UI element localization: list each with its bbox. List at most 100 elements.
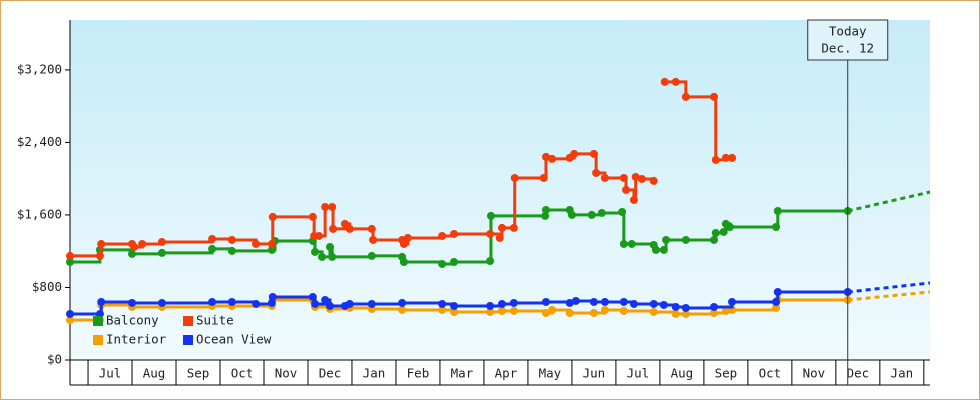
point: [268, 292, 277, 301]
point: [369, 235, 378, 244]
point: [567, 210, 576, 219]
x-tick-label: Oct: [231, 366, 254, 381]
point: [587, 210, 596, 219]
forecast-line: [847, 281, 931, 294]
point: [728, 153, 737, 162]
step-segment: [132, 252, 164, 256]
step-segment: [622, 210, 626, 244]
point: [486, 301, 495, 310]
point: [659, 300, 668, 309]
step-segment: [513, 301, 548, 305]
step-segment: [101, 300, 134, 304]
point: [66, 309, 74, 318]
point: [438, 305, 447, 314]
point: [325, 301, 334, 310]
x-tick-label: Aug: [143, 366, 166, 381]
step-segment: [685, 312, 716, 316]
point: [772, 222, 781, 231]
point: [227, 297, 236, 306]
point: [497, 223, 506, 232]
point: [486, 256, 495, 265]
point: [671, 309, 680, 318]
point: [589, 308, 598, 317]
point: [509, 298, 518, 307]
point: [719, 227, 728, 236]
point: [128, 298, 137, 307]
legend-label: Ocean View: [196, 332, 272, 347]
point: [660, 77, 669, 86]
step-segment: [332, 255, 374, 259]
step-segment: [685, 306, 716, 310]
point: [267, 298, 276, 307]
step-segment: [714, 95, 718, 160]
x-tick-label: May: [539, 366, 562, 381]
point: [450, 301, 459, 310]
point: [252, 299, 261, 308]
point: [509, 223, 518, 232]
point: [450, 307, 459, 316]
y-tick-label: $2,400: [17, 134, 62, 149]
point: [710, 302, 719, 311]
point: [311, 299, 320, 308]
point: [486, 229, 495, 238]
point: [340, 219, 349, 228]
point: [314, 231, 323, 240]
point: [721, 306, 730, 315]
point: [97, 297, 106, 306]
point: [495, 233, 504, 242]
point: [486, 211, 495, 220]
y-tick-label: $800: [32, 279, 62, 294]
point: [659, 245, 668, 254]
point: [345, 299, 354, 308]
point: [541, 205, 550, 214]
point: [600, 297, 609, 306]
point: [728, 297, 737, 306]
step-segment: [161, 301, 214, 305]
point: [773, 206, 782, 215]
x-tick-label: Nov: [275, 366, 298, 381]
point: [637, 174, 646, 183]
point: [629, 299, 638, 308]
step-segment: [161, 305, 214, 309]
point: [627, 239, 636, 248]
y-tick-label: $1,600: [17, 206, 62, 221]
point: [710, 308, 719, 317]
point: [66, 251, 74, 260]
x-tick-label: Sep: [187, 366, 210, 381]
point: [399, 239, 408, 248]
point: [711, 155, 720, 164]
x-tick-label: Jul: [627, 366, 650, 381]
point: [600, 173, 609, 182]
x-tick-label: Jun: [583, 366, 606, 381]
point: [128, 249, 137, 258]
point: [618, 207, 627, 216]
step-segment: [371, 254, 404, 258]
point: [541, 308, 550, 317]
step-segment: [371, 302, 404, 306]
point: [268, 212, 277, 221]
point: [157, 237, 166, 246]
point: [227, 235, 236, 244]
legend-swatch: [93, 335, 103, 345]
point: [541, 152, 550, 161]
point: [592, 168, 601, 177]
point: [649, 176, 658, 185]
point: [725, 222, 734, 231]
point: [711, 228, 720, 237]
point: [631, 172, 640, 181]
point: [619, 297, 628, 306]
point: [398, 305, 407, 314]
point: [208, 297, 217, 306]
point: [138, 239, 147, 248]
point: [367, 224, 376, 233]
point: [589, 149, 598, 158]
point: [450, 257, 459, 266]
point: [548, 305, 557, 314]
x-tick-label: Oct: [759, 366, 782, 381]
point: [662, 235, 671, 244]
point: [571, 296, 580, 305]
point: [649, 307, 658, 316]
x-tick-label: Dec: [319, 366, 342, 381]
step-segment: [371, 307, 404, 311]
point: [227, 246, 236, 255]
